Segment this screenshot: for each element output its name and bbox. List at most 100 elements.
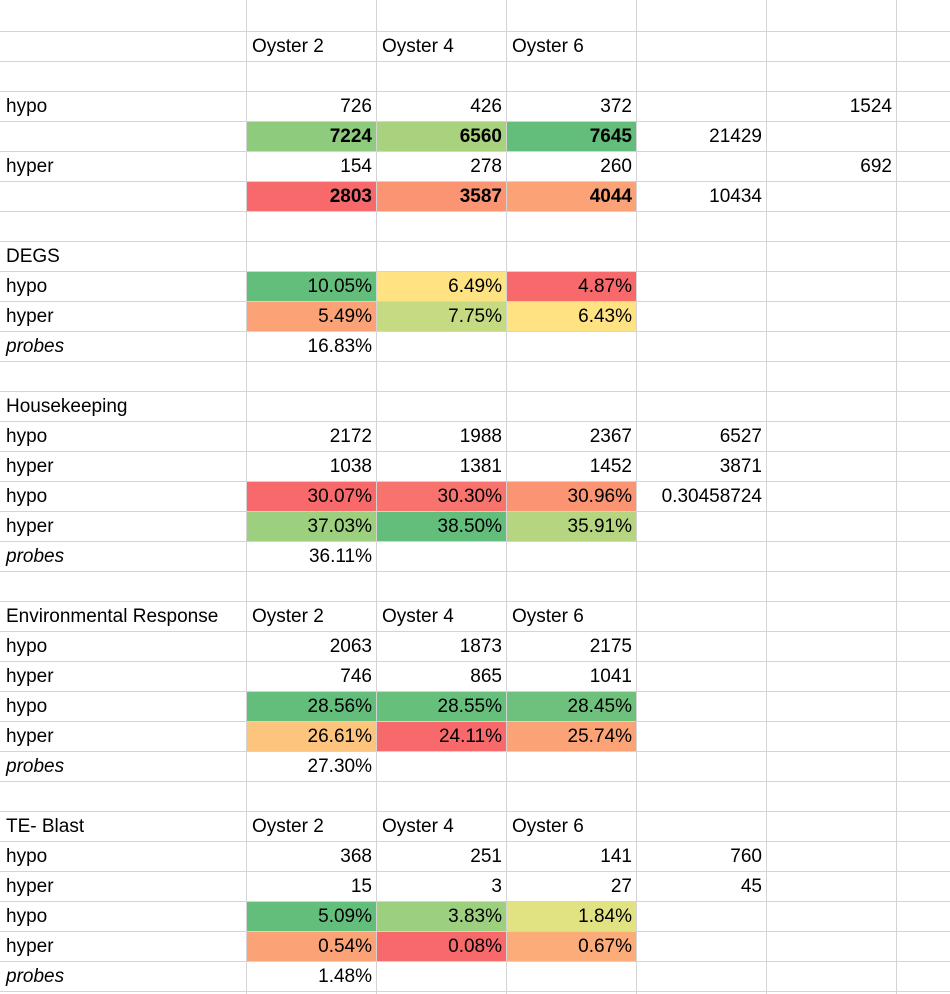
table-cell[interactable]: 1381 [459, 456, 502, 477]
row-label[interactable]: hyper [6, 936, 54, 957]
table-cell[interactable]: 28.56% [307, 696, 372, 717]
table-cell[interactable]: 45 [740, 876, 762, 897]
table-cell[interactable]: 1.48% [318, 966, 372, 987]
table-cell[interactable]: 251 [470, 846, 502, 867]
table-cell[interactable]: 3.83% [448, 906, 502, 927]
section-title-te-blast[interactable]: TE- Blast [6, 816, 85, 837]
table-cell[interactable]: 372 [600, 96, 632, 117]
table-cell[interactable]: 6.49% [448, 276, 502, 297]
row-label[interactable]: hypo [6, 426, 48, 447]
table-cell[interactable]: 24.11% [438, 726, 502, 747]
table-cell[interactable]: 746 [340, 666, 372, 687]
table-cell[interactable]: 26.61% [307, 726, 372, 747]
table-cell[interactable]: 27 [610, 876, 632, 897]
table-cell[interactable]: 30.30% [437, 486, 502, 507]
column-header-oyster-4[interactable]: Oyster 4 [382, 816, 454, 837]
table-cell[interactable]: 1038 [329, 456, 372, 477]
table-cell[interactable]: 3587 [459, 186, 502, 207]
table-cell[interactable]: 1452 [589, 456, 632, 477]
row-label[interactable]: hyper [6, 726, 54, 747]
table-cell[interactable]: 2175 [589, 636, 632, 657]
table-cell[interactable]: 0.08% [448, 936, 502, 957]
table-cell[interactable]: 3 [491, 876, 502, 897]
table-cell[interactable]: 6.43% [578, 306, 632, 327]
table-cell[interactable]: 7.75% [448, 306, 502, 327]
row-label-probes[interactable]: probes [6, 336, 65, 357]
row-label[interactable]: hypo [6, 906, 48, 927]
table-cell[interactable]: 27.30% [307, 756, 372, 777]
table-cell[interactable]: 0.67% [578, 936, 632, 957]
table-cell[interactable]: 1041 [589, 666, 632, 687]
row-label[interactable]: hypo [6, 846, 48, 867]
row-label[interactable]: hypo [6, 636, 48, 657]
table-cell[interactable]: 2172 [329, 426, 372, 447]
row-label[interactable]: hyper [6, 876, 54, 897]
row-label[interactable]: hyper [6, 666, 54, 687]
table-cell[interactable]: 36.11% [308, 546, 372, 567]
table-cell[interactable]: 21429 [709, 126, 762, 147]
table-cell[interactable]: 6527 [719, 426, 762, 447]
table-cell[interactable]: 25.74% [567, 726, 632, 747]
column-header-oyster-6[interactable]: Oyster 6 [512, 36, 584, 57]
row-label-probes[interactable]: probes [6, 756, 65, 777]
table-cell[interactable]: 6560 [459, 126, 502, 147]
section-title-degs[interactable]: DEGS [6, 246, 60, 267]
table-cell[interactable]: 692 [860, 156, 892, 177]
table-cell[interactable]: 38.50% [437, 516, 502, 537]
table-cell[interactable]: 2063 [329, 636, 372, 657]
section-title-housekeeping[interactable]: Housekeeping [6, 396, 128, 417]
table-cell[interactable]: 28.45% [567, 696, 632, 717]
table-cell[interactable]: 4044 [589, 186, 632, 207]
table-cell[interactable]: 5.09% [318, 906, 372, 927]
table-cell[interactable]: 2803 [329, 186, 372, 207]
column-header-oyster-6[interactable]: Oyster 6 [512, 606, 584, 627]
row-label[interactable]: hypo [6, 696, 48, 717]
table-cell[interactable]: 726 [340, 96, 372, 117]
table-cell[interactable]: 10434 [709, 186, 762, 207]
table-cell[interactable]: 865 [470, 666, 502, 687]
table-cell[interactable]: 1.84% [578, 906, 632, 927]
column-header-oyster-2[interactable]: Oyster 2 [252, 606, 324, 627]
row-label[interactable]: hyper [6, 516, 54, 537]
row-label[interactable]: hypo [6, 486, 48, 507]
column-header-oyster-2[interactable]: Oyster 2 [252, 816, 324, 837]
table-cell[interactable]: 1988 [459, 426, 502, 447]
column-header-oyster-6[interactable]: Oyster 6 [512, 816, 584, 837]
table-cell[interactable]: 368 [340, 846, 372, 867]
table-cell[interactable]: 30.07% [307, 486, 372, 507]
row-label[interactable]: hyper [6, 156, 54, 177]
table-cell[interactable]: 1524 [849, 96, 892, 117]
column-header-oyster-2[interactable]: Oyster 2 [252, 36, 324, 57]
table-cell[interactable]: 7645 [589, 126, 632, 147]
table-cell[interactable]: 10.05% [307, 276, 372, 297]
table-cell[interactable]: 5.49% [318, 306, 372, 327]
table-cell[interactable]: 0.30458724 [661, 486, 762, 507]
table-cell[interactable]: 3871 [719, 456, 762, 477]
table-cell[interactable]: 278 [470, 156, 502, 177]
table-cell[interactable]: 7224 [329, 126, 372, 147]
table-cell[interactable]: 15 [350, 876, 372, 897]
row-label[interactable]: hyper [6, 456, 54, 477]
table-cell[interactable]: 16.83% [307, 336, 372, 357]
table-cell[interactable]: 4.87% [578, 276, 632, 297]
row-label-probes[interactable]: probes [6, 546, 65, 567]
section-title-environmental-response[interactable]: Environmental Response [6, 606, 219, 627]
table-cell[interactable]: 426 [470, 96, 502, 117]
table-cell[interactable]: 1873 [459, 636, 502, 657]
row-label[interactable]: hypo [6, 276, 48, 297]
column-header-oyster-4[interactable]: Oyster 4 [382, 36, 454, 57]
table-cell[interactable]: 37.03% [307, 516, 372, 537]
row-label-probes[interactable]: probes [6, 966, 65, 987]
table-cell[interactable]: 260 [600, 156, 632, 177]
table-cell[interactable]: 0.54% [318, 936, 372, 957]
table-cell[interactable]: 35.91% [567, 516, 632, 537]
row-label[interactable]: hyper [6, 306, 54, 327]
table-cell[interactable]: 28.55% [437, 696, 502, 717]
row-label[interactable]: hypo [6, 96, 48, 117]
column-header-oyster-4[interactable]: Oyster 4 [382, 606, 454, 627]
table-cell[interactable]: 141 [600, 846, 632, 867]
table-cell[interactable]: 2367 [589, 426, 632, 447]
table-cell[interactable]: 760 [730, 846, 762, 867]
table-cell[interactable]: 30.96% [567, 486, 632, 507]
